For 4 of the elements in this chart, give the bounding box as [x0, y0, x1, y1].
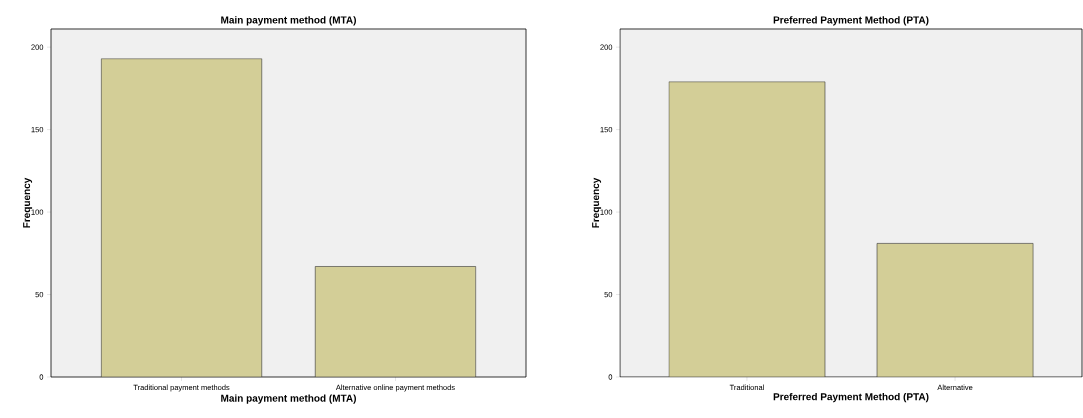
x-axis-title: Main payment method (MTA)	[221, 394, 356, 404]
chart-title: Preferred Payment Method (PTA)	[773, 16, 929, 26]
chart-title: Main payment method (MTA)	[221, 16, 356, 26]
x-axis-title: Preferred Payment Method (PTA)	[773, 392, 929, 403]
